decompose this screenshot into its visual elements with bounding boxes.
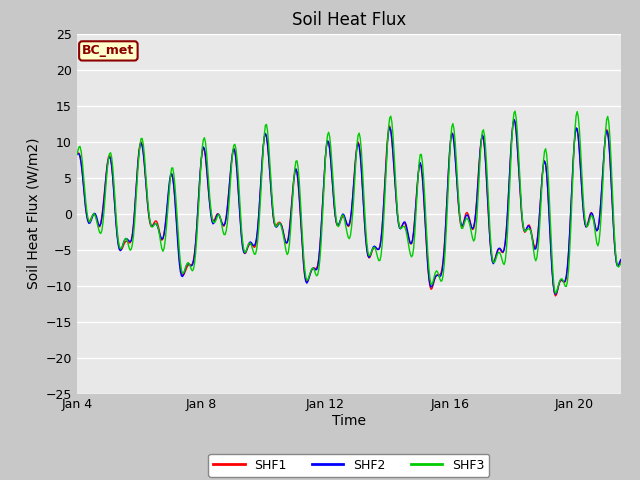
SHF3 bbox=[332, 207, 339, 213]
SHF1 bbox=[606, 155, 614, 160]
X-axis label: Time: Time bbox=[332, 414, 366, 428]
Text: BC_met: BC_met bbox=[82, 44, 134, 58]
SHF2 bbox=[520, 226, 527, 232]
SHF1 bbox=[335, 223, 342, 228]
SHF2 bbox=[367, 250, 375, 256]
SHF2 bbox=[510, 117, 518, 122]
SHF3 bbox=[520, 226, 527, 232]
Line: SHF3: SHF3 bbox=[77, 111, 621, 293]
SHF1 bbox=[552, 293, 559, 299]
SHF3 bbox=[367, 250, 375, 256]
SHF2 bbox=[606, 155, 614, 160]
SHF1 bbox=[73, 151, 81, 156]
SHF2 bbox=[332, 212, 339, 218]
SHF1 bbox=[510, 117, 518, 122]
SHF2 bbox=[335, 222, 342, 228]
SHF1 bbox=[617, 259, 625, 264]
SHF1 bbox=[367, 251, 375, 257]
Legend: SHF1, SHF2, SHF3: SHF1, SHF2, SHF3 bbox=[209, 454, 489, 477]
SHF3 bbox=[552, 290, 559, 296]
SHF3 bbox=[335, 224, 342, 229]
SHF2 bbox=[73, 152, 81, 157]
SHF2 bbox=[397, 226, 404, 232]
SHF1 bbox=[332, 213, 339, 219]
SHF1 bbox=[520, 228, 527, 233]
Y-axis label: Soil Heat Flux (W/m2): Soil Heat Flux (W/m2) bbox=[26, 138, 40, 289]
Line: SHF2: SHF2 bbox=[77, 120, 621, 294]
SHF3 bbox=[397, 226, 404, 231]
SHF1 bbox=[397, 225, 404, 231]
Title: Soil Heat Flux: Soil Heat Flux bbox=[292, 11, 406, 29]
SHF2 bbox=[617, 257, 625, 263]
Line: SHF1: SHF1 bbox=[77, 120, 621, 296]
SHF2 bbox=[552, 291, 559, 297]
SHF3 bbox=[617, 261, 625, 266]
SHF3 bbox=[606, 134, 614, 140]
SHF3 bbox=[511, 108, 519, 114]
SHF3 bbox=[73, 152, 81, 157]
